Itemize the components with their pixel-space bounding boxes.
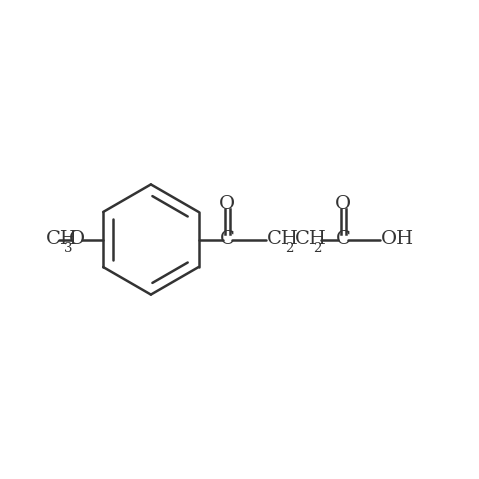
Text: OH: OH xyxy=(381,230,414,249)
Text: 3: 3 xyxy=(64,241,72,255)
Text: O: O xyxy=(335,194,351,213)
Text: C: C xyxy=(336,230,351,249)
Text: O: O xyxy=(219,194,235,213)
Text: O: O xyxy=(69,230,85,249)
Text: CH: CH xyxy=(267,230,298,249)
Text: 2: 2 xyxy=(285,241,293,255)
Text: CH: CH xyxy=(296,230,327,249)
Text: C: C xyxy=(220,230,235,249)
Text: CH: CH xyxy=(46,230,78,249)
Text: 2: 2 xyxy=(314,241,322,255)
